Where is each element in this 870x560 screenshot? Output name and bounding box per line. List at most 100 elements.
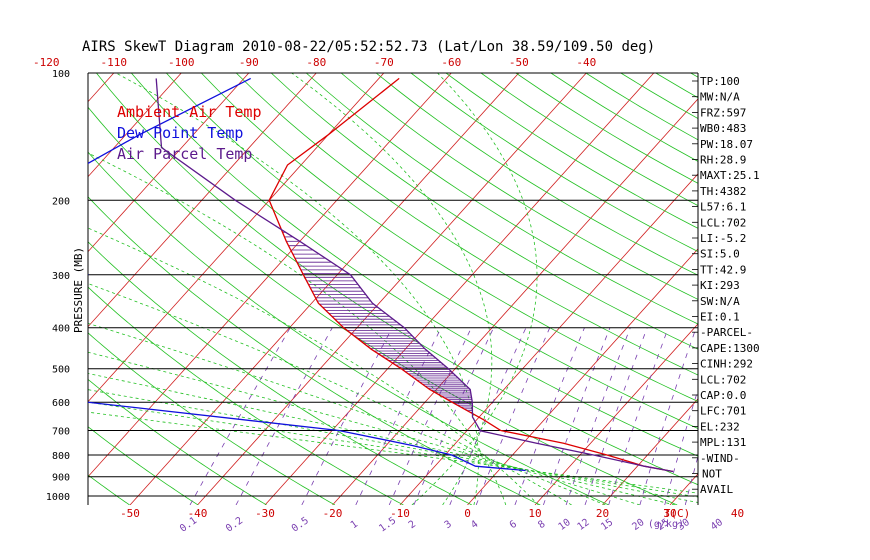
dry-adiabat [796,73,870,505]
isotherm [88,73,115,103]
legend: Ambient Air Temp Dew Point Temp Air Parcel… [117,103,262,163]
stat-item: TP:100 [700,75,740,88]
stat-item: L57:6.1 [700,201,746,214]
dry-adiabat [375,73,698,276]
stat-item: LCL:702 [700,216,746,229]
isotherm [332,98,698,505]
stat-item: CINH:292 [700,358,753,371]
top-temp-tick-label: -120 [33,56,60,69]
dry-adiabat [96,73,698,486]
dry-adiabat [235,73,698,376]
isotherm [467,248,698,505]
mixing-ratio-line [584,327,648,505]
cape-hatch-area [282,231,473,413]
dry-adiabat [866,73,870,505]
mixing-ratio-tick-label: 2 [407,519,418,531]
moist-adiabat [88,351,641,505]
isotherm [129,73,520,505]
stat-item: KI:293 [700,279,740,292]
isotherm [88,73,452,478]
stat-item: LFC:701 [700,405,746,418]
mixing-ratio-unit-label: (g/kg) [648,519,684,530]
isotherm [399,173,698,505]
dry-adiabat [655,73,698,99]
y-axis-label: PRESSURE (MB) [72,247,85,333]
stat-item: CAP:0.0 [700,389,746,402]
pressure-tick-label: 100 [52,69,70,80]
dry-adiabat [445,73,698,229]
stat-item: WB0:483 [700,122,746,135]
stat-item: FRZ:597 [700,106,746,119]
stat-item: AVAIL [700,483,733,496]
dry-adiabat [305,73,698,325]
dry-adiabat [166,73,698,429]
mixing-ratio-tick-label: 12 [575,517,591,533]
mixing-ratio-line [639,327,697,505]
top-temp-tick-label: -100 [168,56,195,69]
mixing-ratio-line [189,327,291,505]
dry-adiabat [410,73,698,253]
stat-item: TH:4382 [700,185,746,198]
top-temp-tick-label: -110 [101,56,128,69]
legend-entry: Air Parcel Temp [117,145,252,163]
dry-adiabat [88,378,267,505]
stat-item: NOT [702,468,722,481]
moist-adiabat [88,401,698,498]
dry-adiabat [88,151,609,505]
mixing-ratio-tick-label: 6 [508,519,519,531]
isotherm [88,73,182,178]
mixing-ratio-tick-label: 8 [536,519,547,531]
mixing-ratio-line [413,327,494,505]
mixing-ratio-tick-label: 4 [469,519,480,531]
isotherm [88,73,250,253]
stat-item: EL:232 [700,420,740,433]
mixing-ratio-tick-label: 1 [349,519,360,531]
bottom-temp-tick-label: -30 [255,507,275,520]
mixing-ratio-line [235,327,333,505]
stat-item: MW:N/A [700,91,740,104]
isotherm [0,73,46,505]
dry-adiabat [270,73,698,350]
top-temp-tick-label: -70 [374,56,394,69]
mixing-ratio-tick-label: 20 [630,517,646,533]
bottom-temp-tick-label: -20 [323,507,343,520]
mixing-ratio-tick-label: 0.5 [290,515,311,534]
bottom-temp-tick-label: 10 [528,507,541,520]
dry-adiabat [515,73,698,184]
moist-adiabat [88,389,698,503]
stat-item: SI:5.0 [700,248,740,261]
mixing-ratio-tick-label: 3 [443,519,454,531]
top-temp-tick-label: -60 [441,56,461,69]
pressure-tick-label: 400 [52,324,70,335]
stat-item: LI:-5.2 [700,232,746,245]
moist-adiabat [291,73,493,505]
moist-adiabat [411,73,538,505]
stat-item: CAPE:1300 [700,342,760,355]
bottom-temp-tick-label: 40 [731,507,744,520]
stat-item: SW:N/A [700,295,740,308]
moist-adiabat [115,73,479,505]
mixing-ratio-line [475,327,551,505]
mixing-ratio-line [449,327,527,505]
moist-adiabat [88,152,507,505]
isotherm [264,73,655,505]
pressure-tick-label: 700 [52,427,70,438]
chart-grid [0,73,870,505]
isotherm [88,73,385,403]
chart-title: AIRS SkewT Diagram 2010-08-22/05:52:52.7… [82,39,655,55]
pressure-tick-label: 300 [52,271,70,282]
profile-lines [88,77,674,473]
stat-item: TT:42.9 [700,263,746,276]
moist-adiabat [88,322,606,505]
top-temp-tick-label: -40 [576,56,596,69]
bottom-temp-tick-label: -40 [188,507,208,520]
dry-adiabat [831,73,870,505]
pressure-tick-label: 500 [52,365,70,376]
pressure-tick-label: 800 [52,451,70,462]
dry-adiabat [340,73,698,300]
dry-adiabat [88,286,404,505]
isotherm [88,73,317,328]
isotherm [197,73,587,505]
series-line [155,78,674,473]
